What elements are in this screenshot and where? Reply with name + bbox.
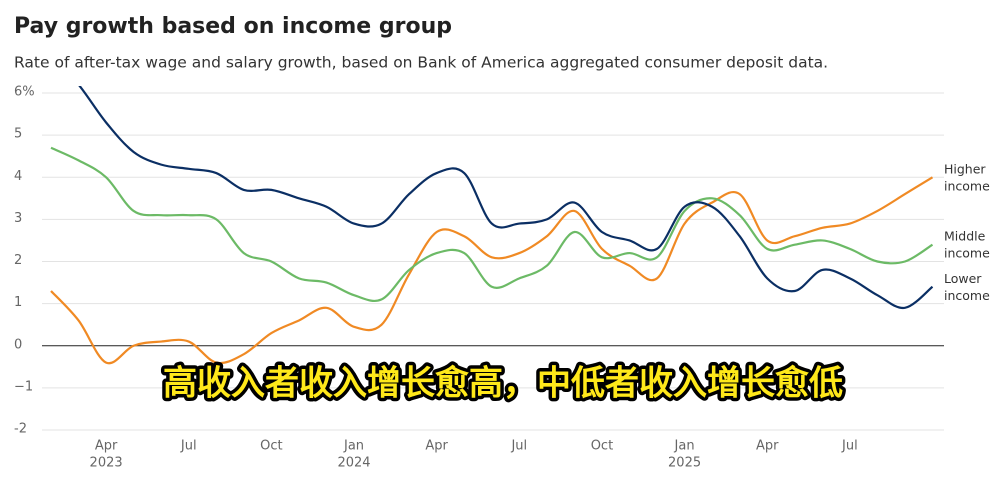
x-tick-label: Oct xyxy=(591,439,613,454)
series-label: Middle income xyxy=(944,228,990,260)
x-tick-label: Apr xyxy=(756,439,779,454)
x-tick-label: Apr xyxy=(95,439,118,454)
y-tick-label: 4 xyxy=(14,169,22,184)
x-tick-label: Oct xyxy=(260,439,282,454)
x-tick-label: Jul xyxy=(841,439,858,454)
x-tick-label: Apr xyxy=(425,439,448,454)
x-year-label: 2023 xyxy=(90,456,123,471)
plot-area xyxy=(50,86,934,365)
caption-outline: 高收入者收入增长愈高，中低者收入增长愈低 xyxy=(163,364,843,404)
y-tick-label: 0 xyxy=(14,337,22,352)
y-tick-label: 2 xyxy=(14,253,22,268)
series-label: Lower income xyxy=(944,270,990,302)
chart-subtitle: Rate of after-tax wage and salary growth… xyxy=(14,54,828,72)
x-tick-label: Jan xyxy=(343,439,364,454)
y-tick-label: −1 xyxy=(14,379,33,394)
y-tick-label: 5 xyxy=(14,127,22,142)
y-tick-label: 3 xyxy=(14,211,22,226)
chart-title: Pay growth based on income group xyxy=(14,14,452,39)
x-year-label: 2024 xyxy=(337,456,370,471)
y-tick-label: -2 xyxy=(14,422,27,437)
series-label: Higher income xyxy=(944,161,990,193)
series-line xyxy=(50,146,934,303)
caption: 高收入者收入增长愈高，中低者收入增长愈低 xyxy=(163,364,843,404)
x-tick-label: Jul xyxy=(180,439,197,454)
x-tick-label: Jul xyxy=(510,439,527,454)
y-tick-label: 6% xyxy=(14,85,35,100)
y-tick-label: 1 xyxy=(14,295,22,310)
series-line xyxy=(78,86,934,310)
x-tick-label: Jan xyxy=(674,439,695,454)
series-line xyxy=(50,176,934,365)
x-year-label: 2025 xyxy=(668,456,701,471)
